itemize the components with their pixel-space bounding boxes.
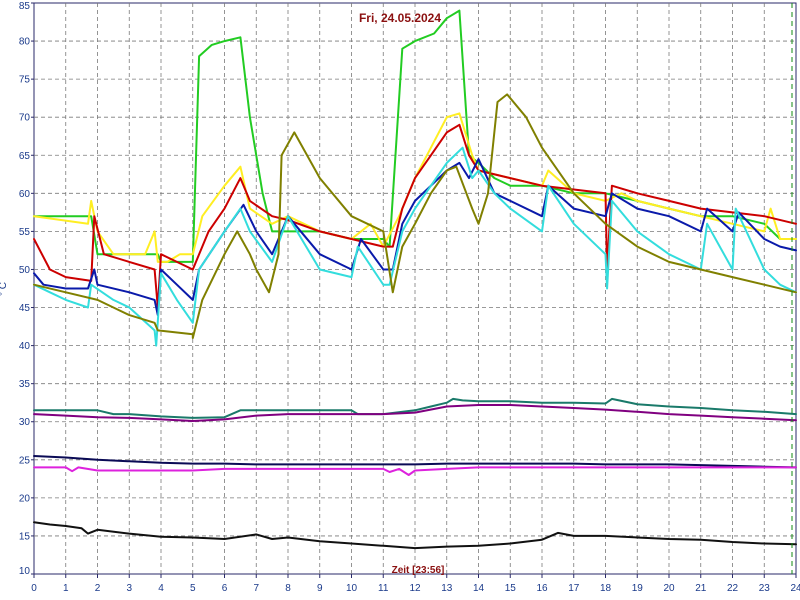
x-tick-label: 15 (505, 583, 517, 594)
y-tick-label: 35 (19, 379, 31, 390)
plot-frame (33, 2, 797, 575)
y-tick-label: 30 (19, 417, 31, 428)
y-tick-label: 70 (19, 113, 31, 124)
x-tick-label: 23 (759, 583, 771, 594)
series-layer (33, 9, 797, 550)
x-tick-label: 19 (632, 583, 644, 594)
x-tick-label: 18 (600, 583, 612, 594)
x-tick-label: 21 (695, 583, 707, 594)
x-tick-label: 12 (409, 583, 421, 594)
y-tick-label: 50 (19, 265, 31, 276)
x-axis-label: Zeit [23:56] (392, 565, 445, 576)
x-tick-label: 4 (158, 583, 164, 594)
y-tick-label: 75 (19, 75, 31, 86)
y-tick-label: 15 (19, 531, 31, 542)
x-tick-label: 0 (31, 583, 37, 594)
x-tick-label: 2 (95, 583, 101, 594)
series-line-6 (33, 93, 797, 339)
series-line-10 (33, 466, 797, 476)
y-tick-label: 25 (19, 455, 31, 466)
series-line-8 (33, 404, 797, 422)
y-tick-label: 55 (19, 227, 31, 238)
x-tick-label: 24 (790, 583, 800, 594)
series-line-5 (33, 146, 797, 347)
x-tick-label: 11 (378, 583, 389, 594)
y-axis-label: ° C (0, 282, 9, 296)
x-tick-label: 22 (727, 583, 739, 594)
series-line-4 (33, 158, 797, 317)
y-tick-label: 10 (19, 566, 31, 577)
x-tick-label: 17 (568, 583, 580, 594)
x-tick-label: 10 (346, 583, 358, 594)
x-tick-label: 16 (536, 583, 548, 594)
x-tick-label: 20 (663, 583, 675, 594)
x-tick-label: 14 (473, 583, 485, 594)
x-tick-label: 1 (63, 583, 69, 594)
x-tick-label: 3 (126, 583, 132, 594)
x-tick-label: 6 (222, 583, 228, 594)
y-tick-label: 80 (19, 37, 31, 48)
x-ticks: 0 1 2 3 4 5 6 7 8 9 10 11 12 13 14 15 16 17 18 19 20 21 22 23 24 (31, 574, 800, 594)
x-tick-label: 7 (253, 583, 259, 594)
y-tick-label: 40 (19, 341, 31, 352)
y-tick-label: 20 (19, 493, 31, 504)
y-tick-label: 60 (19, 189, 31, 200)
x-tick-label: 13 (441, 583, 453, 594)
y-tick-label: 45 (19, 303, 31, 314)
x-tick-label: 9 (317, 583, 323, 594)
y-tick-label: 65 (19, 151, 31, 162)
chart-title: Fri, 24.05.2024 (359, 11, 441, 25)
series-line-11 (33, 521, 797, 550)
x-tick-label: 5 (190, 583, 196, 594)
y-tick-label: 85 (19, 1, 31, 12)
y-ticks: 10 15 20 25 30 35 40 45 50 55 60 65 70 75 80 85 (19, 1, 34, 577)
series-line-7 (33, 397, 797, 419)
series-line-9 (33, 455, 797, 469)
x-tick-label: 8 (285, 583, 291, 594)
